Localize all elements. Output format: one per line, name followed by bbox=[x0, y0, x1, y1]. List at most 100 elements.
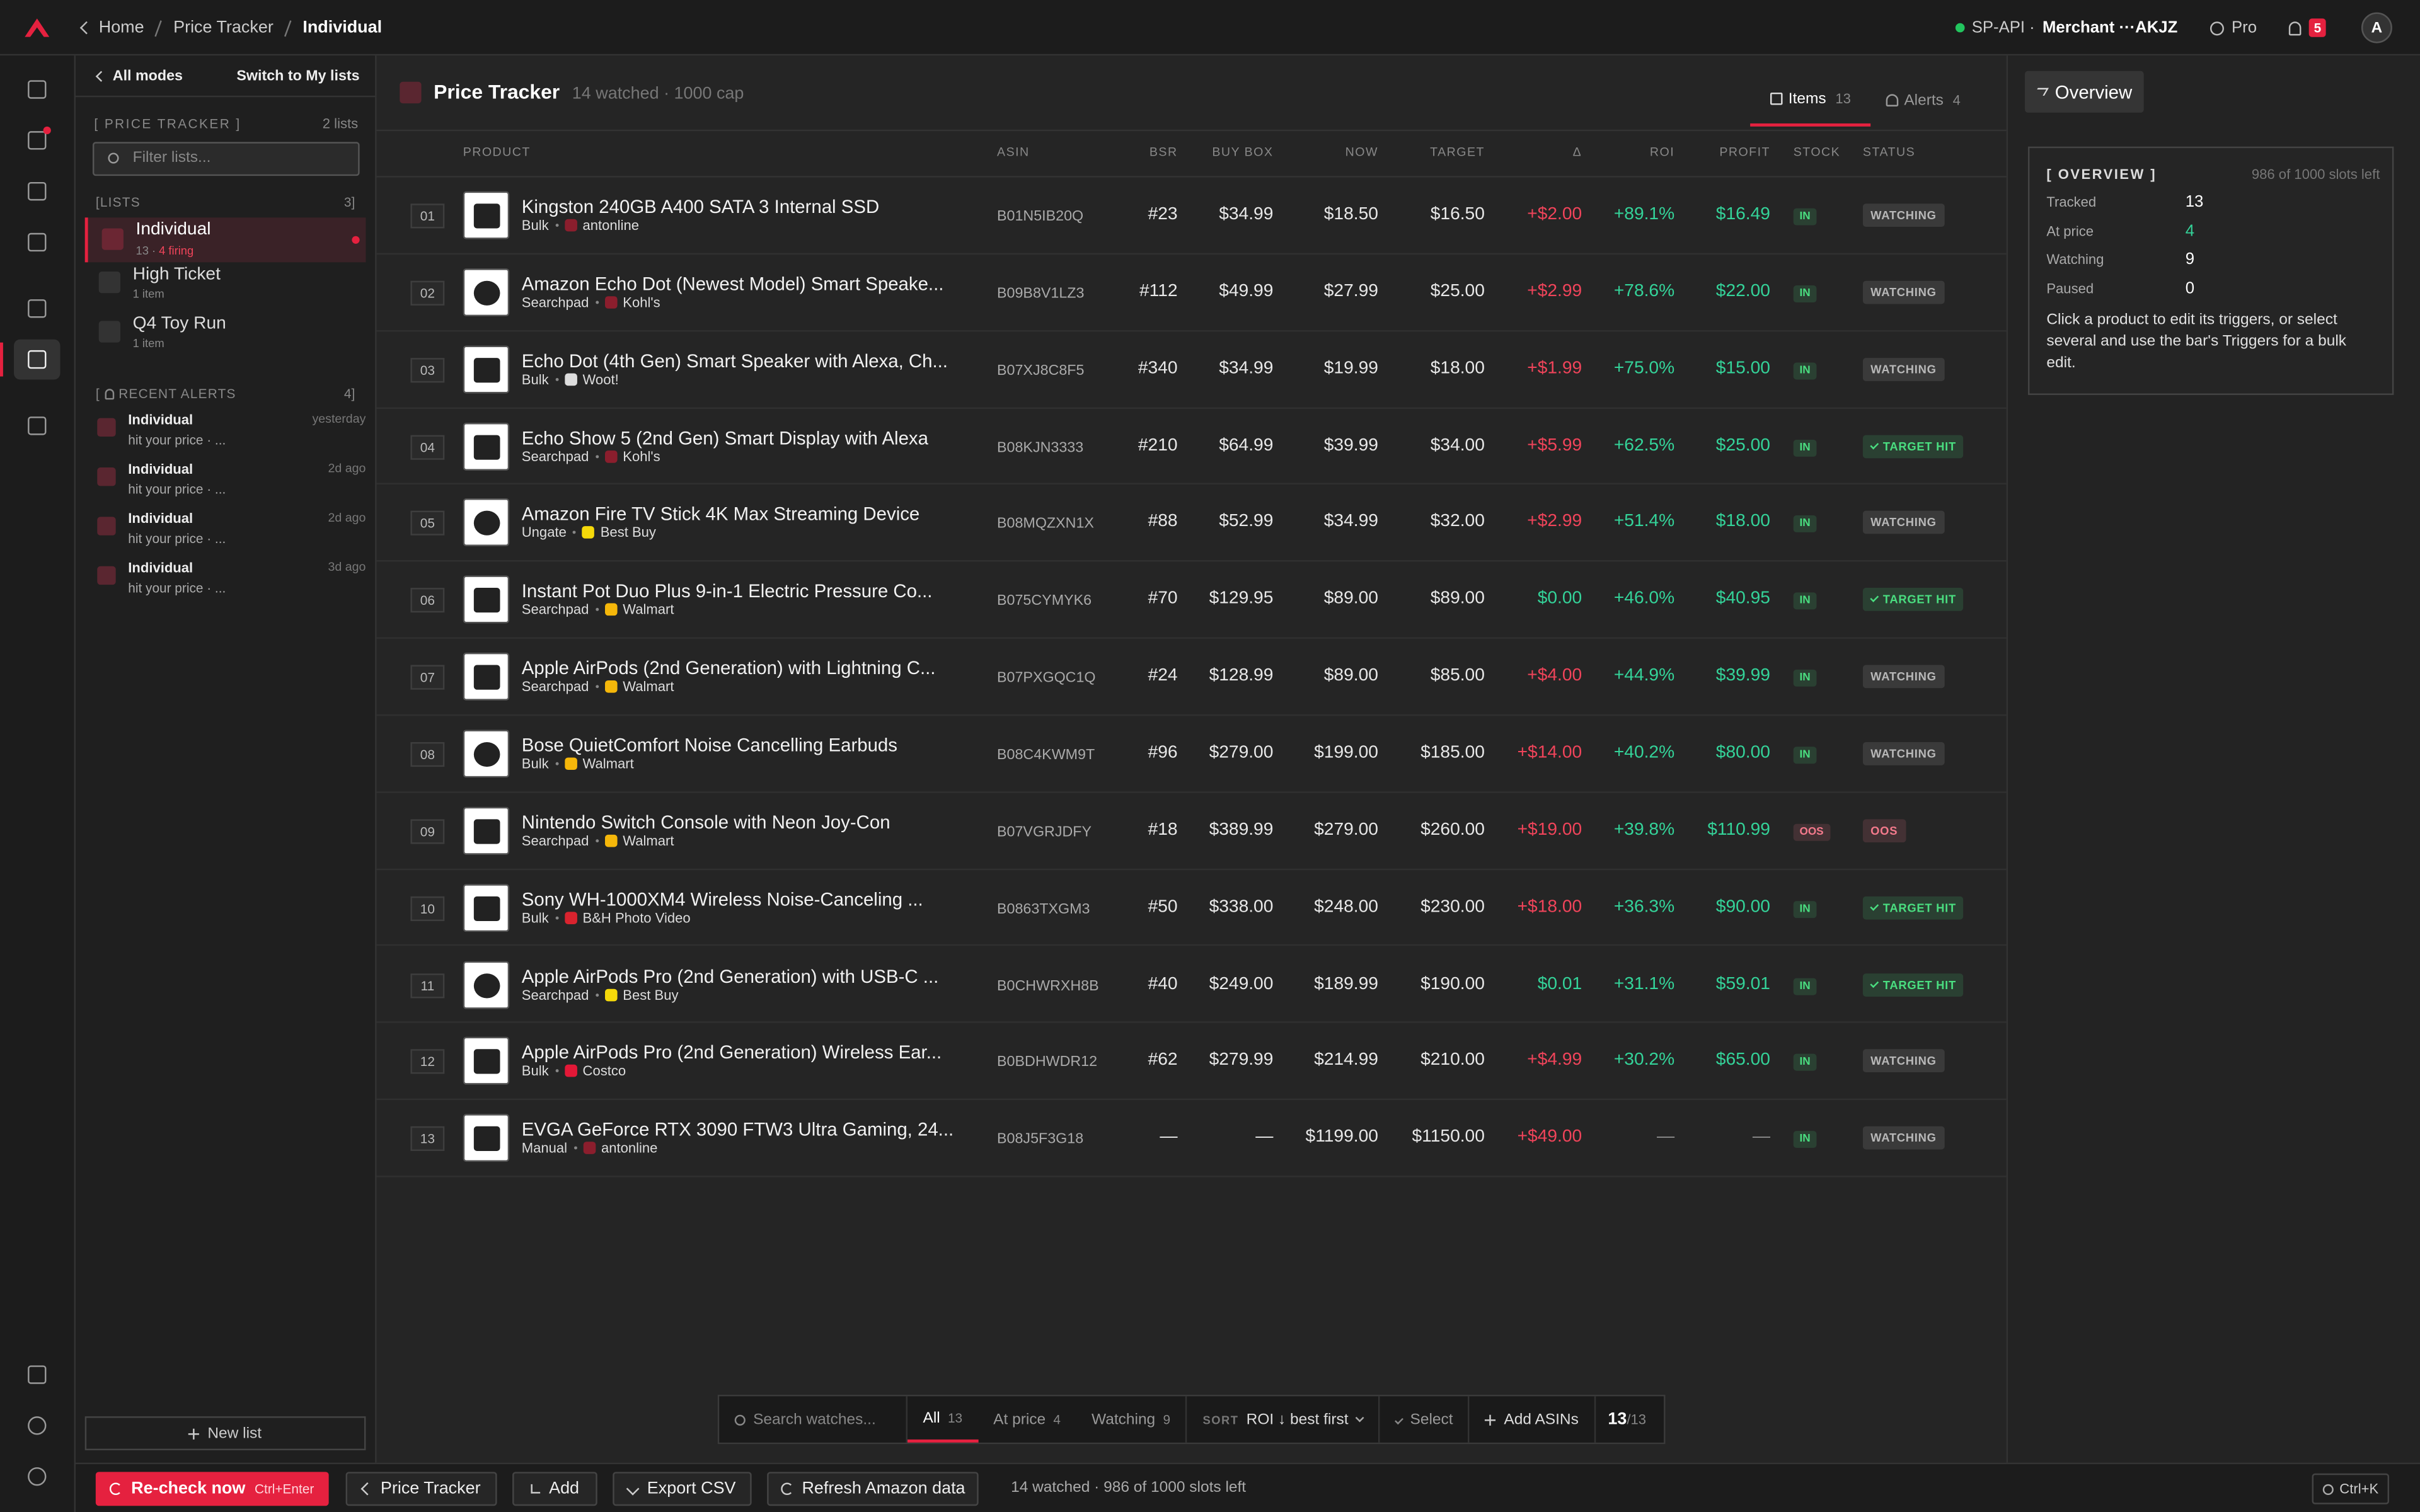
select-button[interactable]: Select bbox=[1378, 1396, 1468, 1443]
column-header[interactable]: ROI bbox=[1649, 145, 1675, 159]
nav-icon[interactable] bbox=[28, 416, 47, 435]
breadcrumb-item[interactable]: Price Tracker bbox=[173, 18, 274, 37]
list-count: 13 · bbox=[135, 243, 156, 258]
nav-icon[interactable] bbox=[28, 232, 47, 252]
filter-input[interactable]: Filter lists... bbox=[92, 142, 360, 176]
all-modes-link[interactable]: All modes bbox=[112, 67, 183, 85]
table-row[interactable]: 04 Echo Show 5 (2nd Gen) Smart Display wi… bbox=[376, 408, 2007, 485]
separator bbox=[155, 20, 163, 37]
bell-icon[interactable] bbox=[2289, 21, 2302, 35]
table-row[interactable]: 12 Apple AirPods Pro (2nd Generation) Wir… bbox=[376, 1024, 2007, 1101]
sort-control[interactable]: SORT ROI ↓ best first bbox=[1185, 1396, 1378, 1443]
alert-icon bbox=[97, 517, 116, 536]
list-item[interactable]: Q4 Toy Run 1 item bbox=[85, 310, 366, 353]
new-list-button[interactable]: New list bbox=[84, 1416, 366, 1451]
table-row[interactable]: 06 Instant Pot Duo Plus 9-in-1 Electric P… bbox=[376, 562, 2007, 639]
status-label: TARGET HIT bbox=[1882, 593, 1956, 607]
command-shortcut[interactable]: Ctrl+K bbox=[2312, 1473, 2390, 1504]
nav-icon[interactable] bbox=[28, 299, 47, 318]
alert-text: hit your price · ... bbox=[128, 481, 226, 497]
cell-target: $85.00 bbox=[1430, 667, 1485, 685]
add-asins-button[interactable]: Add ASINs bbox=[1468, 1396, 1594, 1443]
column-header[interactable]: BUY BOX bbox=[1212, 145, 1274, 159]
column-header[interactable]: PRODUCT bbox=[463, 145, 531, 159]
select-label: Select bbox=[1410, 1411, 1453, 1428]
recheck-button[interactable]: Re-check now Ctrl+Enter bbox=[95, 1472, 329, 1506]
nav-icon[interactable] bbox=[28, 1416, 47, 1435]
overview-tab[interactable]: Overview bbox=[2025, 71, 2144, 113]
dot bbox=[555, 1069, 558, 1073]
footer-button[interactable]: Price Tracker bbox=[345, 1472, 497, 1506]
table-row[interactable]: 08 Bose QuietComfort Noise Cancelling Ear… bbox=[376, 716, 2007, 793]
plan[interactable]: Pro bbox=[2232, 18, 2257, 37]
list-icon bbox=[101, 228, 124, 250]
table-row[interactable]: 11 Apple AirPods Pro (2nd Generation) wit… bbox=[376, 946, 2007, 1024]
footer-button[interactable]: Export CSV bbox=[613, 1472, 752, 1506]
logo[interactable] bbox=[25, 18, 50, 37]
list-item[interactable]: High Ticket 1 item bbox=[85, 261, 366, 304]
nav-icon[interactable] bbox=[28, 1365, 47, 1384]
nav-icon[interactable] bbox=[28, 1467, 47, 1486]
product-name: Echo Dot (4th Gen) Smart Speaker with Al… bbox=[521, 350, 948, 372]
cell-asin: B08J5F3G18 bbox=[997, 1131, 1084, 1148]
table-row[interactable]: 07 Apple AirPods (2nd Generation) with Li… bbox=[376, 639, 2007, 716]
alert-item[interactable]: Individual hit your price · ... 3d ago bbox=[85, 559, 366, 605]
retailer-icon bbox=[564, 372, 577, 386]
filter-tab[interactable]: At price 4 bbox=[978, 1396, 1076, 1442]
search-box[interactable]: Search watches... bbox=[719, 1396, 908, 1443]
nav-icon[interactable] bbox=[28, 181, 47, 201]
switch-link[interactable]: Switch to My lists bbox=[236, 67, 360, 85]
merchant[interactable]: Merchant ···AKJZ bbox=[2042, 18, 2178, 37]
thumbnail bbox=[463, 345, 510, 393]
dot bbox=[595, 992, 599, 996]
thumbnail bbox=[463, 960, 510, 1009]
column-header[interactable]: STATUS bbox=[1862, 145, 1916, 159]
cell-asin: B07VGRJDFY bbox=[997, 823, 1092, 841]
search-placeholder: Search watches... bbox=[753, 1411, 876, 1428]
alert-item[interactable]: Individual hit your price · ... 2d ago bbox=[85, 509, 366, 555]
tab[interactable]: Alerts 4 bbox=[1874, 74, 1973, 127]
column-header[interactable]: PROFIT bbox=[1719, 145, 1770, 159]
table-row[interactable]: 01 Kingston 240GB A400 SATA 3 Internal SS… bbox=[376, 178, 2007, 255]
column-header[interactable]: TARGET bbox=[1430, 145, 1485, 159]
column-header[interactable]: ASIN bbox=[997, 145, 1030, 159]
table-row[interactable]: 05 Amazon Fire TV Stick 4K Max Streaming … bbox=[376, 485, 2007, 563]
filter-tab[interactable]: All 13 bbox=[908, 1396, 978, 1443]
button-icon bbox=[626, 1482, 640, 1496]
product-meta: Manual antonline bbox=[522, 1140, 658, 1155]
filter-tab[interactable]: Watching 9 bbox=[1076, 1396, 1186, 1442]
row-number: 12 bbox=[410, 1050, 445, 1075]
back-icon[interactable] bbox=[95, 71, 107, 82]
column-header[interactable]: STOCK bbox=[1793, 145, 1841, 159]
product-meta: Searchpad Kohl's bbox=[522, 449, 660, 464]
table-row[interactable]: 03 Echo Dot (4th Gen) Smart Speaker with … bbox=[376, 331, 2007, 408]
back-icon[interactable] bbox=[79, 21, 93, 35]
nav-icon[interactable] bbox=[28, 350, 47, 369]
table-row[interactable]: 02 Amazon Echo Dot (Newest Model) Smart S… bbox=[376, 255, 2007, 331]
column-header[interactable]: NOW bbox=[1345, 145, 1378, 159]
breadcrumb-item[interactable]: Home bbox=[98, 18, 144, 37]
cell-buybox: $52.99 bbox=[1219, 513, 1274, 532]
column-header[interactable]: Δ bbox=[1572, 145, 1582, 159]
cell-profit: $16.49 bbox=[1715, 205, 1770, 224]
retailer-icon bbox=[604, 988, 617, 1001]
status-badge: WATCHING bbox=[1862, 280, 1944, 304]
tab[interactable]: Items 13 bbox=[1750, 74, 1871, 127]
alert-item[interactable]: Individual hit your price · ... 2d ago bbox=[85, 460, 366, 506]
nav-icon[interactable] bbox=[28, 80, 47, 99]
table-row[interactable]: 10 Sony WH-1000XM4 Wireless Noise-Canceli… bbox=[376, 869, 2007, 947]
row-number: 11 bbox=[410, 973, 445, 998]
column-header[interactable]: BSR bbox=[1149, 145, 1178, 159]
footer-button[interactable]: Refresh Amazon data bbox=[767, 1472, 979, 1506]
nav-icon[interactable] bbox=[28, 131, 47, 150]
cell-target: $32.00 bbox=[1430, 513, 1485, 532]
alert-item[interactable]: Individual hit your price · ... yesterday bbox=[85, 410, 366, 456]
footer-button[interactable]: Add bbox=[512, 1472, 597, 1506]
divider bbox=[376, 176, 2007, 178]
avatar[interactable]: A bbox=[2361, 12, 2392, 43]
list-item[interactable]: Individual 13 · 4 firing bbox=[84, 217, 366, 263]
table-row[interactable]: 13 EVGA GeForce RTX 3090 FTW3 Ultra Gamin… bbox=[376, 1101, 2007, 1177]
list-name: High Ticket bbox=[132, 265, 221, 284]
retailer: Walmart bbox=[582, 755, 634, 772]
table-row[interactable]: 09 Nintendo Switch Console with Neon Joy-… bbox=[376, 793, 2007, 870]
